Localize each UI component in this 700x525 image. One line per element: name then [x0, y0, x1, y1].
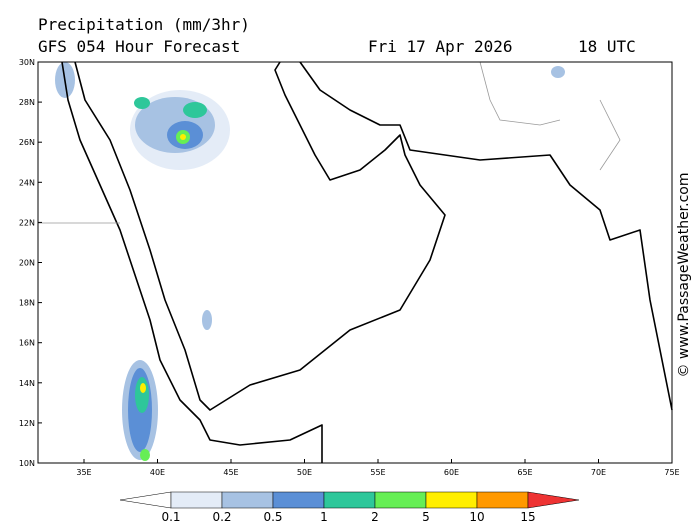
legend-box [374, 491, 427, 509]
legend-label: 2 [371, 510, 379, 524]
lat-label: 30N [19, 58, 35, 67]
legend-box [170, 491, 223, 509]
lat-label: 28N [19, 98, 35, 107]
legend-label: 0.1 [161, 510, 180, 524]
lon-label: 70E [591, 468, 606, 477]
lat-label: 18N [19, 299, 35, 308]
title: Precipitation (mm/3hr) [38, 15, 250, 34]
lon-label: 75E [664, 468, 679, 477]
legend-label: 10 [469, 510, 484, 524]
legend-arrow [527, 491, 580, 509]
legend-box [425, 491, 478, 509]
legend-box [272, 491, 325, 509]
lon-label: 40E [150, 468, 165, 477]
subtitle: GFS 054 Hour Forecast [38, 37, 240, 56]
time: 18 UTC [578, 37, 636, 56]
legend-label: 0.5 [263, 510, 282, 524]
legend-label: 0.2 [212, 510, 231, 524]
lon-label: 35E [76, 468, 91, 477]
legend-arrow [119, 491, 172, 509]
lat-label: 24N [19, 178, 35, 187]
lon-label: 60E [444, 468, 459, 477]
legend-box [323, 491, 376, 509]
lat-label: 14N [19, 379, 35, 388]
lat-label: 26N [19, 138, 35, 147]
lat-label: 16N [19, 339, 35, 348]
legend-box [476, 491, 529, 509]
lat-label: 22N [19, 218, 35, 227]
lon-label: 65E [517, 468, 532, 477]
lat-label: 10N [19, 459, 35, 468]
lon-label: 50E [297, 468, 312, 477]
lon-label: 45E [223, 468, 238, 477]
lon-label: 55E [370, 468, 385, 477]
date: Fri 17 Apr 2026 [368, 37, 513, 56]
precip [55, 62, 565, 461]
coastlines [38, 61, 673, 463]
legend-box [221, 491, 274, 509]
legend-label: 5 [422, 510, 430, 524]
watermark: © www.PassageWeather.com [676, 172, 692, 377]
legend-label: 15 [520, 510, 535, 524]
legend-label: 1 [320, 510, 328, 524]
lat-label: 12N [19, 419, 35, 428]
lat-label: 20N [19, 259, 35, 268]
